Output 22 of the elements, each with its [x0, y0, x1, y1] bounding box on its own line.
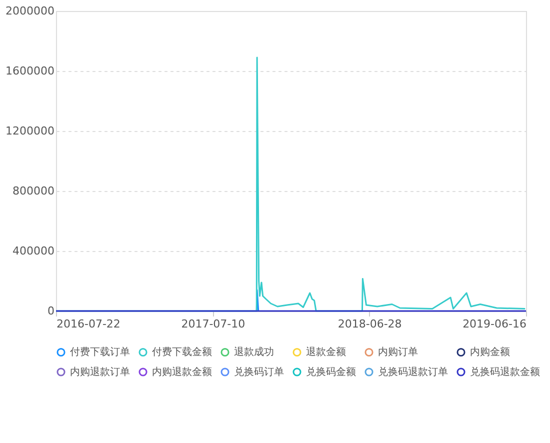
y-tick-label: 2000000 — [6, 4, 54, 18]
legend-label: 兑换码退款金额 — [470, 366, 540, 378]
legend-label: 内购金额 — [470, 346, 510, 358]
legend-label: 内购退款订单 — [70, 366, 130, 378]
legend-label: 退款成功 — [234, 346, 274, 358]
y-tick-label: 400000 — [12, 244, 54, 258]
legend-label: 内购订单 — [378, 346, 418, 358]
legend-label: 付费下载金额 — [152, 346, 212, 358]
x-tick-label: 2018-06-28 — [338, 318, 402, 330]
legend-label: 内购退款金额 — [152, 366, 212, 378]
x-tick-label: 2019-06-16 — [462, 318, 526, 330]
y-tick-label: 1600000 — [6, 64, 54, 78]
x-tick-label: 2016-07-22 — [56, 318, 120, 330]
x-tick-label: 2017-07-10 — [181, 318, 246, 330]
y-tick-label: 1200000 — [6, 124, 54, 138]
legend-label: 退款金额 — [306, 346, 346, 358]
legend-label: 兑换码金额 — [306, 366, 356, 378]
legend-label: 兑换码退款订单 — [378, 366, 448, 378]
y-tick-label: 0 — [48, 304, 54, 318]
legend-label: 兑换码订单 — [234, 366, 284, 378]
y-tick-label: 800000 — [12, 184, 54, 198]
legend-label: 付费下载订单 — [70, 346, 130, 358]
